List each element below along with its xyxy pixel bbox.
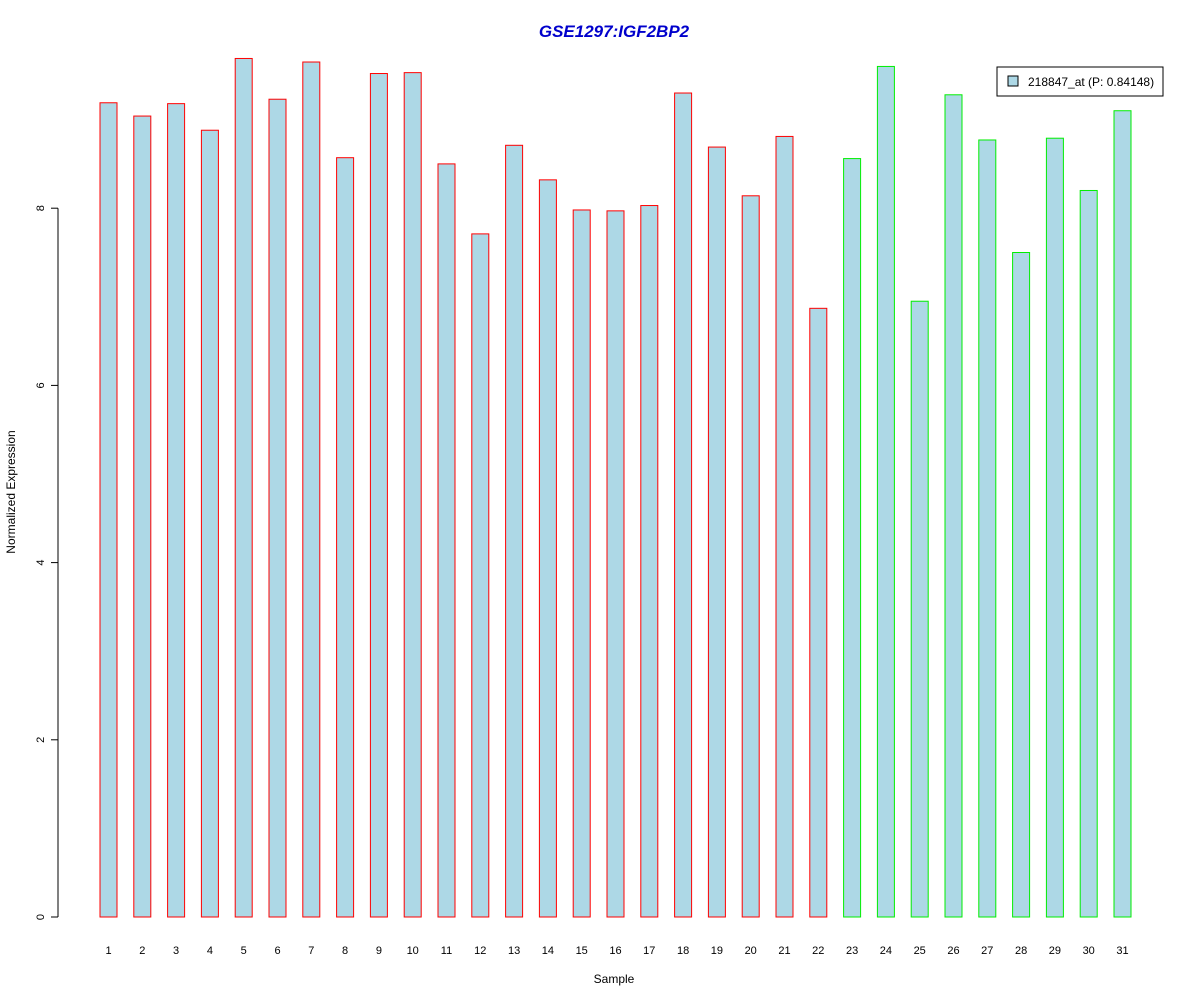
bar-sample-5 xyxy=(234,57,253,918)
chart-title: GSE1297:IGF2BP2 xyxy=(539,22,690,41)
legend-label: 218847_at (P: 0.84148) xyxy=(1028,75,1154,89)
x-tick-label: 14 xyxy=(542,945,554,957)
y-tick-label: 2 xyxy=(35,737,47,743)
x-tick-label: 10 xyxy=(407,945,419,957)
bar-sample-8 xyxy=(336,157,355,918)
x-tick-label: 3 xyxy=(173,945,179,957)
x-tick-label: 16 xyxy=(609,945,621,957)
bar-sample-1 xyxy=(99,102,118,918)
x-tick-label: 2 xyxy=(139,945,145,957)
bar-sample-19 xyxy=(707,146,726,918)
y-tick-label: 8 xyxy=(35,205,47,211)
x-tick-label: 13 xyxy=(508,945,520,957)
x-tick-label: 12 xyxy=(474,945,486,957)
x-tick-label: 19 xyxy=(711,945,723,957)
bar-sample-29 xyxy=(1045,137,1064,918)
x-tick-label: 27 xyxy=(981,945,993,957)
bar-sample-7 xyxy=(302,61,321,918)
x-tick-label: 24 xyxy=(880,945,892,957)
bar-sample-22 xyxy=(809,307,828,918)
x-tick-label: 21 xyxy=(778,945,790,957)
x-tick-label: 9 xyxy=(376,945,382,957)
x-tick-label: 20 xyxy=(745,945,757,957)
bar-sample-23 xyxy=(843,158,862,918)
bar-sample-20 xyxy=(741,195,760,918)
x-tick-label: 28 xyxy=(1015,945,1027,957)
bar-sample-16 xyxy=(606,210,625,918)
y-tick-label: 6 xyxy=(35,382,47,388)
x-tick-label: 23 xyxy=(846,945,858,957)
bar-sample-12 xyxy=(471,233,490,918)
y-axis: 0 2 4 6 8 xyxy=(35,205,59,920)
x-tick-label: 17 xyxy=(643,945,655,957)
x-tick-label: 6 xyxy=(274,945,280,957)
y-tick-label: 0 xyxy=(35,914,47,920)
bar-sample-10 xyxy=(403,72,422,918)
x-tick-label: 7 xyxy=(308,945,314,957)
x-tick-label: 25 xyxy=(914,945,926,957)
bar-sample-21 xyxy=(775,135,794,918)
bar-sample-30 xyxy=(1079,189,1098,918)
bar-sample-2 xyxy=(133,115,152,918)
bar-sample-18 xyxy=(674,92,693,918)
x-axis-label: Sample xyxy=(594,972,635,986)
bar-sample-6 xyxy=(268,98,287,918)
y-axis-label: Normalized Expression xyxy=(4,430,18,553)
x-tick-label: 29 xyxy=(1049,945,1061,957)
legend-swatch xyxy=(1007,75,1019,87)
bar-sample-9 xyxy=(369,73,388,918)
x-tick-label: 8 xyxy=(342,945,348,957)
x-tick-label: 31 xyxy=(1116,945,1128,957)
bar-sample-17 xyxy=(640,205,659,918)
x-tick-label: 22 xyxy=(812,945,824,957)
x-axis-tick-labels: 1 2 3 4 5 6 7 8 9 10 11 12 13 14 15 16 17 18 19 20 21 22 23 24 2… xyxy=(105,945,1128,957)
bar-sample-14 xyxy=(538,179,557,918)
bar-sample-26 xyxy=(944,94,963,918)
bar-sample-28 xyxy=(1012,252,1031,918)
bar-sample-11 xyxy=(437,163,456,918)
x-tick-label: 30 xyxy=(1083,945,1095,957)
bar-sample-24 xyxy=(876,65,895,918)
x-tick-label: 5 xyxy=(241,945,247,957)
legend-box xyxy=(996,66,1164,97)
x-tick-label: 26 xyxy=(947,945,959,957)
x-tick-label: 1 xyxy=(105,945,111,957)
bars-group xyxy=(99,57,1132,918)
bar-sample-25 xyxy=(910,300,929,918)
x-tick-label: 15 xyxy=(576,945,588,957)
bar-sample-3 xyxy=(167,103,186,918)
x-tick-label: 4 xyxy=(207,945,213,957)
x-tick-label: 11 xyxy=(441,945,452,957)
bar-sample-27 xyxy=(978,139,997,918)
bar-sample-31 xyxy=(1113,110,1132,918)
legend: 218847_at (P: 0.84148) xyxy=(996,66,1164,97)
bar-sample-4 xyxy=(200,129,219,918)
bar-sample-15 xyxy=(572,209,591,918)
x-tick-label: 18 xyxy=(677,945,689,957)
bar-sample-13 xyxy=(505,144,524,918)
y-tick-label: 4 xyxy=(35,560,47,566)
